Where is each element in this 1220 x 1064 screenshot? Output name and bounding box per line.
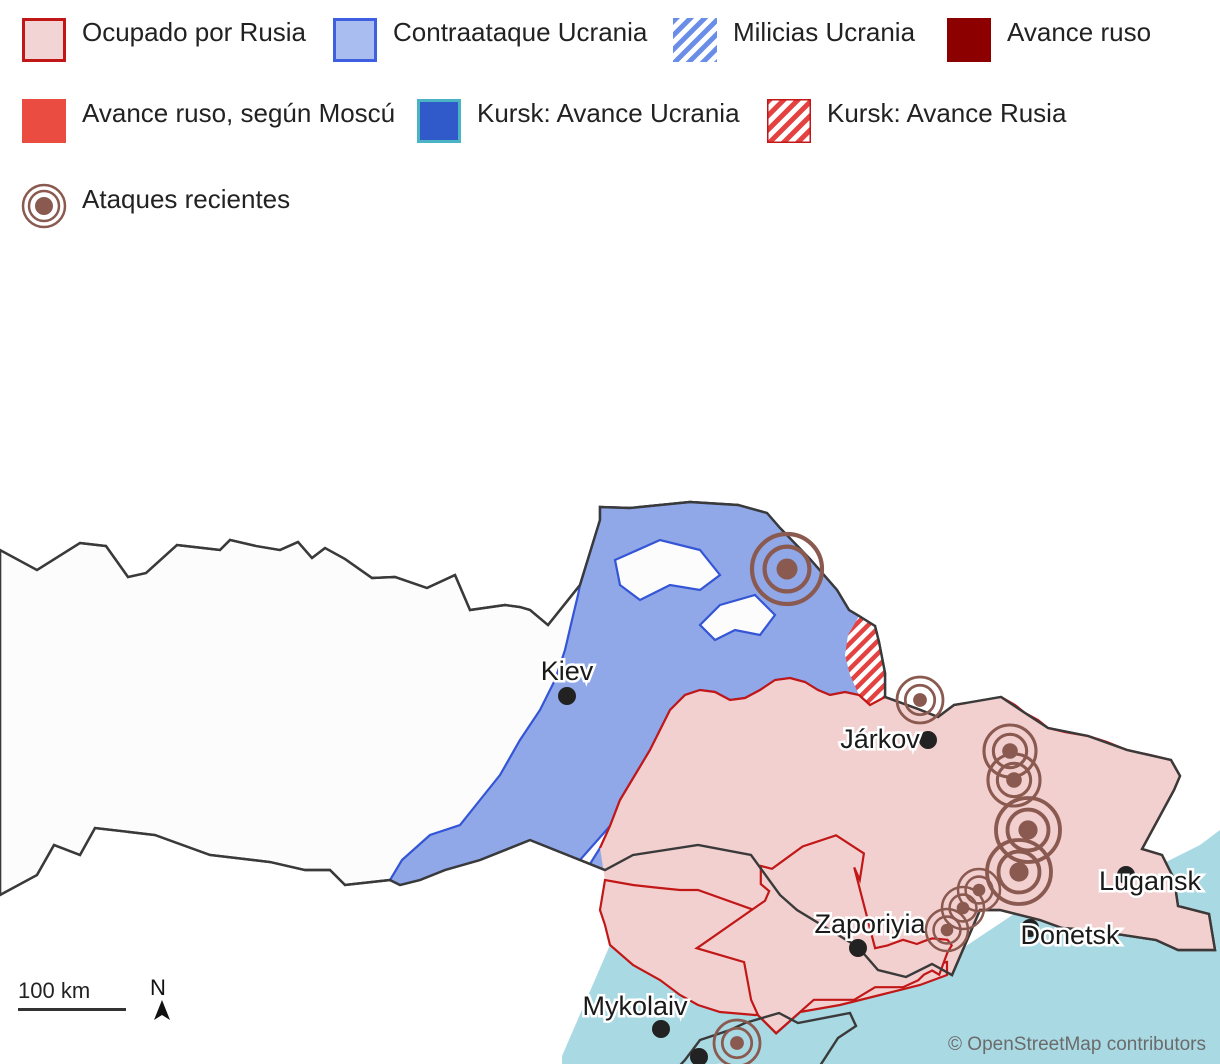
svg-text:Zaporiyia: Zaporiyia [814, 909, 926, 939]
svg-text:Lugansk: Lugansk [1099, 866, 1202, 896]
svg-text:Járkov: Járkov [840, 724, 920, 754]
svg-text:Kiev: Kiev [541, 656, 594, 686]
svg-text:Donetsk: Donetsk [1020, 920, 1120, 950]
svg-text:Mykolaiv: Mykolaiv [582, 991, 688, 1021]
